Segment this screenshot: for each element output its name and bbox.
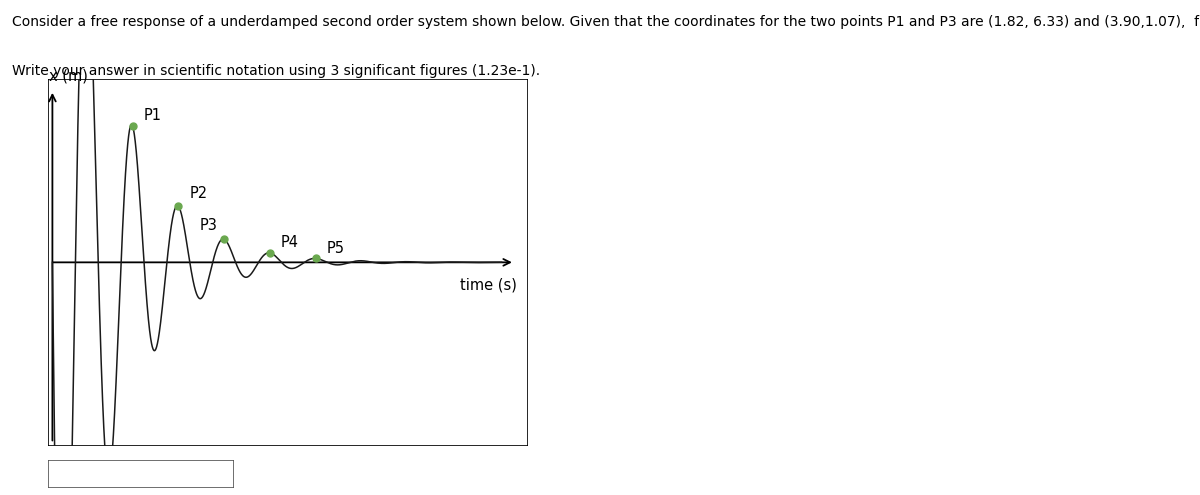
Text: P4: P4 bbox=[281, 235, 299, 249]
FancyBboxPatch shape bbox=[48, 460, 234, 488]
Text: P1: P1 bbox=[144, 108, 162, 123]
Text: x (m): x (m) bbox=[49, 68, 88, 84]
Text: Consider a free response of a underdamped second order system shown below. Given: Consider a free response of a underdampe… bbox=[12, 15, 1200, 29]
Text: Write your answer in scientific notation using 3 significant figures (1.23e-1).: Write your answer in scientific notation… bbox=[12, 64, 540, 78]
Text: time (s): time (s) bbox=[460, 277, 517, 293]
Text: P2: P2 bbox=[190, 186, 208, 201]
Text: P5: P5 bbox=[326, 241, 344, 256]
Text: P3: P3 bbox=[199, 218, 217, 233]
